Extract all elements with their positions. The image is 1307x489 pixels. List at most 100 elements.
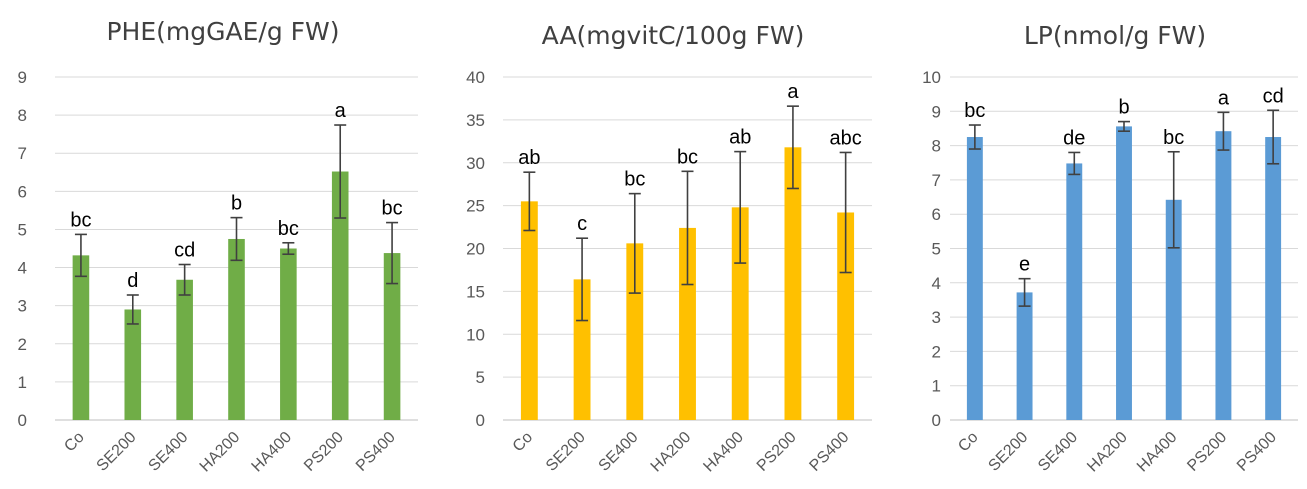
bar-aa-ps200: [784, 147, 802, 420]
y-tick-label-phe-9: 9: [18, 68, 27, 87]
significance-label-aa-se200: c: [577, 213, 587, 235]
y-tick-label-aa-0: 0: [476, 411, 485, 430]
significance-label-lp-co: bc: [964, 100, 985, 122]
significance-label-aa-co: ab: [518, 147, 540, 169]
y-tick-label-aa-3: 15: [466, 282, 485, 301]
y-tick-label-lp-6: 6: [932, 205, 941, 224]
bar-phe-se200: [124, 309, 142, 420]
significance-label-phe-ps400: bc: [382, 198, 403, 220]
x-tick-label-lp-se400: SE400: [1035, 429, 1081, 475]
y-tick-label-lp-10: 10: [922, 68, 941, 87]
significance-label-aa-ps400: abc: [830, 127, 862, 149]
y-tick-label-phe-0: 0: [18, 411, 27, 430]
y-tick-label-lp-7: 7: [932, 171, 941, 190]
bar-lp-se400: [1066, 163, 1083, 420]
significance-label-phe-ps200: a: [335, 100, 347, 122]
bar-phe-ps400: [383, 253, 401, 420]
y-tick-label-aa-5: 25: [466, 197, 485, 216]
bar-phe-co: [72, 255, 90, 420]
chart-title-aa: AA(mgvitC/100g FW): [542, 21, 805, 50]
significance-label-aa-ps200: a: [787, 81, 799, 103]
bar-lp-ha200: [1116, 126, 1132, 420]
y-tick-label-aa-1: 5: [476, 368, 485, 387]
significance-label-lp-ps400: cd: [1263, 85, 1284, 107]
y-tick-label-aa-7: 35: [466, 111, 485, 130]
y-tick-label-phe-8: 8: [18, 106, 27, 125]
y-tick-label-lp-0: 0: [932, 411, 941, 430]
significance-label-phe-se200: d: [127, 270, 138, 292]
significance-label-aa-ha200: bc: [677, 146, 698, 168]
bar-aa-se400: [626, 243, 644, 420]
chart-panel-lp: LP(nmol/g FW) 0 1 2 3 4 5 6 7 8 9 10 bc Co e SE200 de SE…: [922, 21, 1298, 475]
significance-label-lp-se200: e: [1019, 254, 1030, 276]
x-tick-label-aa-ps400: PS400: [806, 429, 852, 475]
x-tick-label-phe-se400: SE400: [145, 429, 191, 475]
x-tick-label-lp-ha200: HA200: [1084, 429, 1131, 476]
y-tick-label-lp-2: 2: [932, 342, 941, 361]
chart-panel-aa: AA(mgvitC/100g FW) 0 5 10 15 20 25 30 35 40 ab Co c…: [466, 21, 872, 475]
x-tick-label-lp-ps200: PS200: [1184, 429, 1230, 475]
significance-label-phe-co: bc: [70, 209, 91, 231]
y-tick-label-lp-4: 4: [932, 274, 941, 293]
y-tick-label-lp-3: 3: [932, 308, 941, 327]
bar-aa-co: [520, 201, 538, 420]
x-tick-label-lp-co: Co: [955, 429, 982, 456]
y-tick-label-aa-4: 20: [466, 240, 485, 259]
significance-label-phe-ha400: bc: [278, 218, 299, 240]
x-tick-label-lp-se200: SE200: [985, 429, 1031, 475]
bar-phe-ha200: [228, 238, 245, 420]
x-tick-label-lp-ps400: PS400: [1234, 429, 1280, 475]
y-tick-label-phe-5: 5: [18, 220, 27, 239]
significance-label-lp-se400: de: [1063, 127, 1085, 149]
bar-aa-ha400: [731, 207, 749, 420]
significance-label-phe-ha200: b: [231, 193, 242, 215]
bar-aa-ps400: [837, 212, 855, 420]
x-tick-label-aa-co: Co: [510, 429, 537, 456]
y-tick-label-phe-3: 3: [18, 297, 27, 316]
bar-phe-ha400: [280, 248, 297, 420]
y-tick-label-lp-9: 9: [932, 102, 941, 121]
x-tick-label-phe-ps200: PS200: [301, 429, 347, 475]
x-tick-label-phe-ps400: PS400: [353, 429, 399, 475]
bar-aa-ha200: [679, 227, 696, 420]
x-tick-label-aa-se200: SE200: [543, 429, 589, 475]
y-tick-label-phe-2: 2: [18, 335, 27, 354]
bar-lp-se200: [1016, 292, 1033, 420]
y-tick-label-phe-4: 4: [18, 259, 27, 278]
significance-label-lp-ps200: a: [1218, 87, 1230, 109]
x-tick-label-aa-ha400: HA400: [700, 429, 747, 476]
bar-lp-ps200: [1215, 131, 1232, 420]
y-tick-label-lp-5: 5: [932, 240, 941, 259]
bar-aa-se200: [573, 279, 591, 420]
x-tick-label-phe-ha200: HA200: [197, 429, 244, 476]
y-tick-label-aa-8: 40: [466, 68, 485, 87]
bar-phe-ps200: [331, 171, 349, 420]
significance-label-phe-se400: cd: [174, 240, 195, 262]
y-tick-label-phe-6: 6: [18, 182, 27, 201]
y-tick-label-phe-7: 7: [18, 144, 27, 163]
bar-lp-ha400: [1165, 199, 1182, 420]
x-tick-label-lp-ha400: HA400: [1134, 429, 1181, 476]
chart-panel-phe: PHE(mgGAE/g FW) 0 1 2 3 4 5 6 7 8 9 bc Co d SE200 cd SE…: [18, 17, 418, 475]
y-tick-label-phe-1: 1: [18, 373, 27, 392]
x-tick-label-aa-se400: SE400: [596, 429, 642, 475]
x-tick-label-phe-se200: SE200: [94, 429, 140, 475]
bar-lp-ps400: [1265, 137, 1282, 420]
x-tick-label-phe-co: Co: [61, 429, 88, 456]
bar-phe-se400: [176, 279, 193, 420]
significance-label-aa-se400: bc: [624, 169, 645, 191]
chart-title-phe: PHE(mgGAE/g FW): [106, 17, 339, 46]
x-tick-label-aa-ps200: PS200: [754, 429, 800, 475]
y-tick-label-aa-6: 30: [466, 154, 485, 173]
significance-label-lp-ha400: bc: [1163, 127, 1184, 149]
x-tick-label-phe-ha400: HA400: [249, 429, 296, 476]
y-tick-label-lp-8: 8: [932, 137, 941, 156]
x-tick-label-aa-ha200: HA200: [648, 429, 695, 476]
significance-label-aa-ha400: ab: [729, 127, 751, 149]
y-tick-label-lp-1: 1: [932, 377, 941, 396]
significance-label-lp-ha200: b: [1118, 97, 1129, 119]
chart-title-lp: LP(nmol/g FW): [1024, 21, 1206, 50]
bar-lp-co: [966, 137, 983, 420]
y-tick-label-aa-2: 10: [466, 325, 485, 344]
